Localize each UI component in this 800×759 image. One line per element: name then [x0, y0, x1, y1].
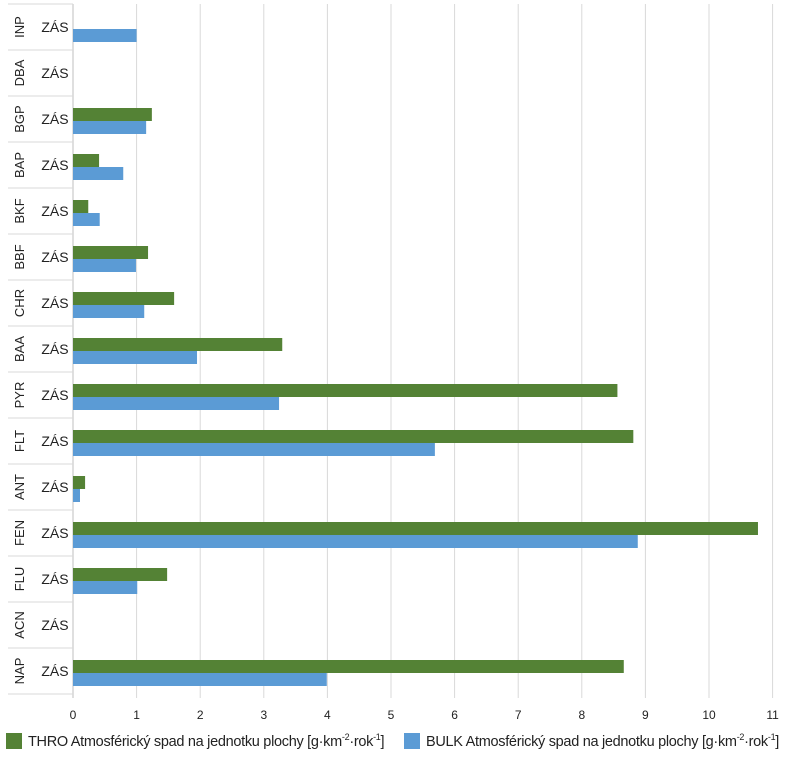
bar-thro — [73, 384, 618, 397]
category-label: ZÁS — [41, 479, 68, 495]
bar-bulk — [73, 397, 280, 410]
category-label: ZÁS — [41, 387, 68, 403]
category-group-label: ANT — [12, 474, 27, 500]
legend-swatch-thro — [6, 732, 22, 749]
bar-thro — [73, 108, 152, 121]
x-tick-label: 8 — [578, 708, 585, 722]
category-label: ZÁS — [41, 617, 68, 633]
bar-bulk — [73, 213, 100, 226]
bar-thro — [73, 200, 89, 213]
bar-thro — [73, 292, 175, 305]
bar-bulk — [73, 121, 147, 134]
category-group-label: BKF — [12, 198, 27, 223]
bar-bulk — [73, 673, 327, 686]
bar-thro — [73, 568, 168, 581]
category-group-label: BGP — [12, 105, 27, 132]
bar-thro — [73, 522, 758, 535]
bar-thro — [73, 660, 624, 673]
legend: THRO Atmosférický spad na jednotku ploch… — [0, 732, 800, 754]
category-group-label: ACN — [12, 611, 27, 638]
category-label: ZÁS — [41, 65, 68, 81]
category-label: ZÁS — [41, 433, 68, 449]
category-group-label: BAP — [12, 152, 27, 178]
category-group-label: FLU — [12, 567, 27, 592]
category-label: ZÁS — [41, 249, 68, 265]
category-label: ZÁS — [41, 525, 68, 541]
x-tick-label: 5 — [388, 708, 395, 722]
category-label: ZÁS — [41, 203, 68, 219]
bar-thro — [73, 430, 634, 443]
bar-thro — [73, 154, 100, 167]
x-tick-label: 6 — [451, 708, 458, 722]
category-group-label: CHR — [12, 289, 27, 317]
legend-label-bulk: BULK Atmosférický spad na jednotku ploch… — [426, 732, 780, 750]
bar-bulk — [73, 351, 198, 364]
x-tick-label: 11 — [766, 708, 779, 722]
bar-bulk — [73, 167, 124, 180]
bar-bulk — [73, 489, 80, 502]
bar-bulk — [73, 535, 638, 548]
legend-label-thro: THRO Atmosférický spad na jednotku ploch… — [28, 732, 385, 750]
category-group-label: DBA — [12, 59, 27, 86]
category-label: ZÁS — [41, 295, 68, 311]
bar-bulk — [73, 305, 145, 318]
bar-bulk — [73, 443, 435, 456]
bar-chart: 0 1 2 3 4 5 6 7 8 9 10 11 INP ZÁS DBA ZÁS BGP ZÁS BAP ZÁS BK… — [8, 3, 779, 722]
category-group-label: FLT — [12, 430, 27, 452]
x-tick-label: 10 — [702, 708, 716, 722]
category-label: ZÁS — [41, 571, 68, 587]
category-group-label: PYR — [12, 382, 27, 409]
category-label: ZÁS — [41, 19, 68, 35]
category-label: ZÁS — [41, 111, 68, 127]
category-group-label: INP — [12, 16, 27, 38]
x-tick-label: 9 — [642, 708, 649, 722]
category-group-label: NAP — [12, 658, 27, 685]
category-group-label: BBF — [12, 244, 27, 269]
category-label: ZÁS — [41, 663, 68, 679]
bar-bulk — [73, 259, 136, 272]
x-tick-label: 0 — [70, 708, 77, 722]
x-tick-label: 7 — [515, 708, 522, 722]
bar-thro — [73, 246, 149, 259]
bar-thro — [73, 476, 86, 489]
legend-item-bulk: BULK Atmosférický spad na jednotku ploch… — [404, 732, 779, 750]
category-group-label: BAA — [12, 336, 27, 362]
category-label: ZÁS — [41, 341, 68, 357]
x-tick-label: 3 — [260, 708, 267, 722]
category-label: ZÁS — [41, 157, 68, 173]
bar-bulk — [73, 29, 137, 42]
bar-bulk — [73, 581, 138, 594]
x-tick-label: 1 — [133, 708, 140, 722]
x-tick-label: 4 — [324, 708, 331, 722]
bar-thro — [73, 338, 283, 351]
legend-item-thro: THRO Atmosférický spad na jednotku ploch… — [6, 732, 385, 750]
legend-swatch-bulk — [404, 732, 420, 749]
category-group-label: FEN — [12, 520, 27, 546]
x-tick-label: 2 — [197, 708, 204, 722]
